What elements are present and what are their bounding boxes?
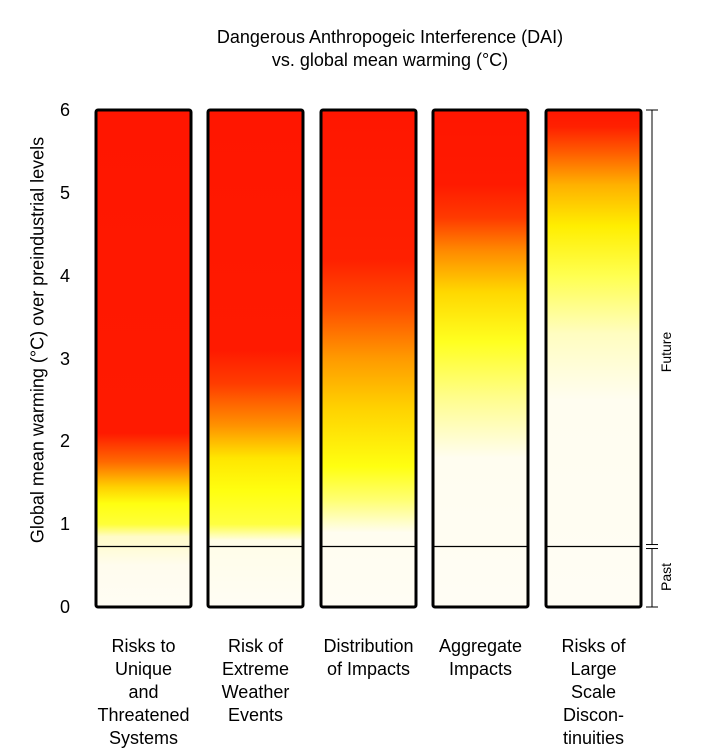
y-tick-label: 1 <box>59 514 70 535</box>
category-label-4: Aggregate Impacts <box>438 636 523 679</box>
y-tick-label: 3 <box>59 348 70 369</box>
category-label-3: Distribution of Impacts <box>323 636 414 679</box>
past-bracket <box>646 548 658 608</box>
risk-column-4 <box>431 108 530 609</box>
y-tick-label: 0 <box>59 597 70 617</box>
y-tick-label: 4 <box>59 265 70 286</box>
future-bracket <box>646 109 658 546</box>
category-label-1: Risks to Unique and Threatened Systems <box>97 636 190 748</box>
chart-subtitle: vs. global mean warming (°C) <box>271 50 509 70</box>
risk-column-2 <box>206 108 305 609</box>
y-tick-label: 2 <box>59 431 70 452</box>
category-label-2: Risk of Extreme Weather Events <box>221 636 290 725</box>
chart-title: Dangerous Anthropogeic Interference (DAI… <box>216 27 564 47</box>
y-tick-label: 6 <box>59 100 70 120</box>
y-tick-label: 5 <box>59 182 70 203</box>
risk-column-3 <box>319 108 418 609</box>
category-label-5: Risks of Large Scale Discon- tinuities <box>561 636 626 748</box>
risk-column-1 <box>94 108 193 609</box>
risk-column-5 <box>544 108 643 609</box>
